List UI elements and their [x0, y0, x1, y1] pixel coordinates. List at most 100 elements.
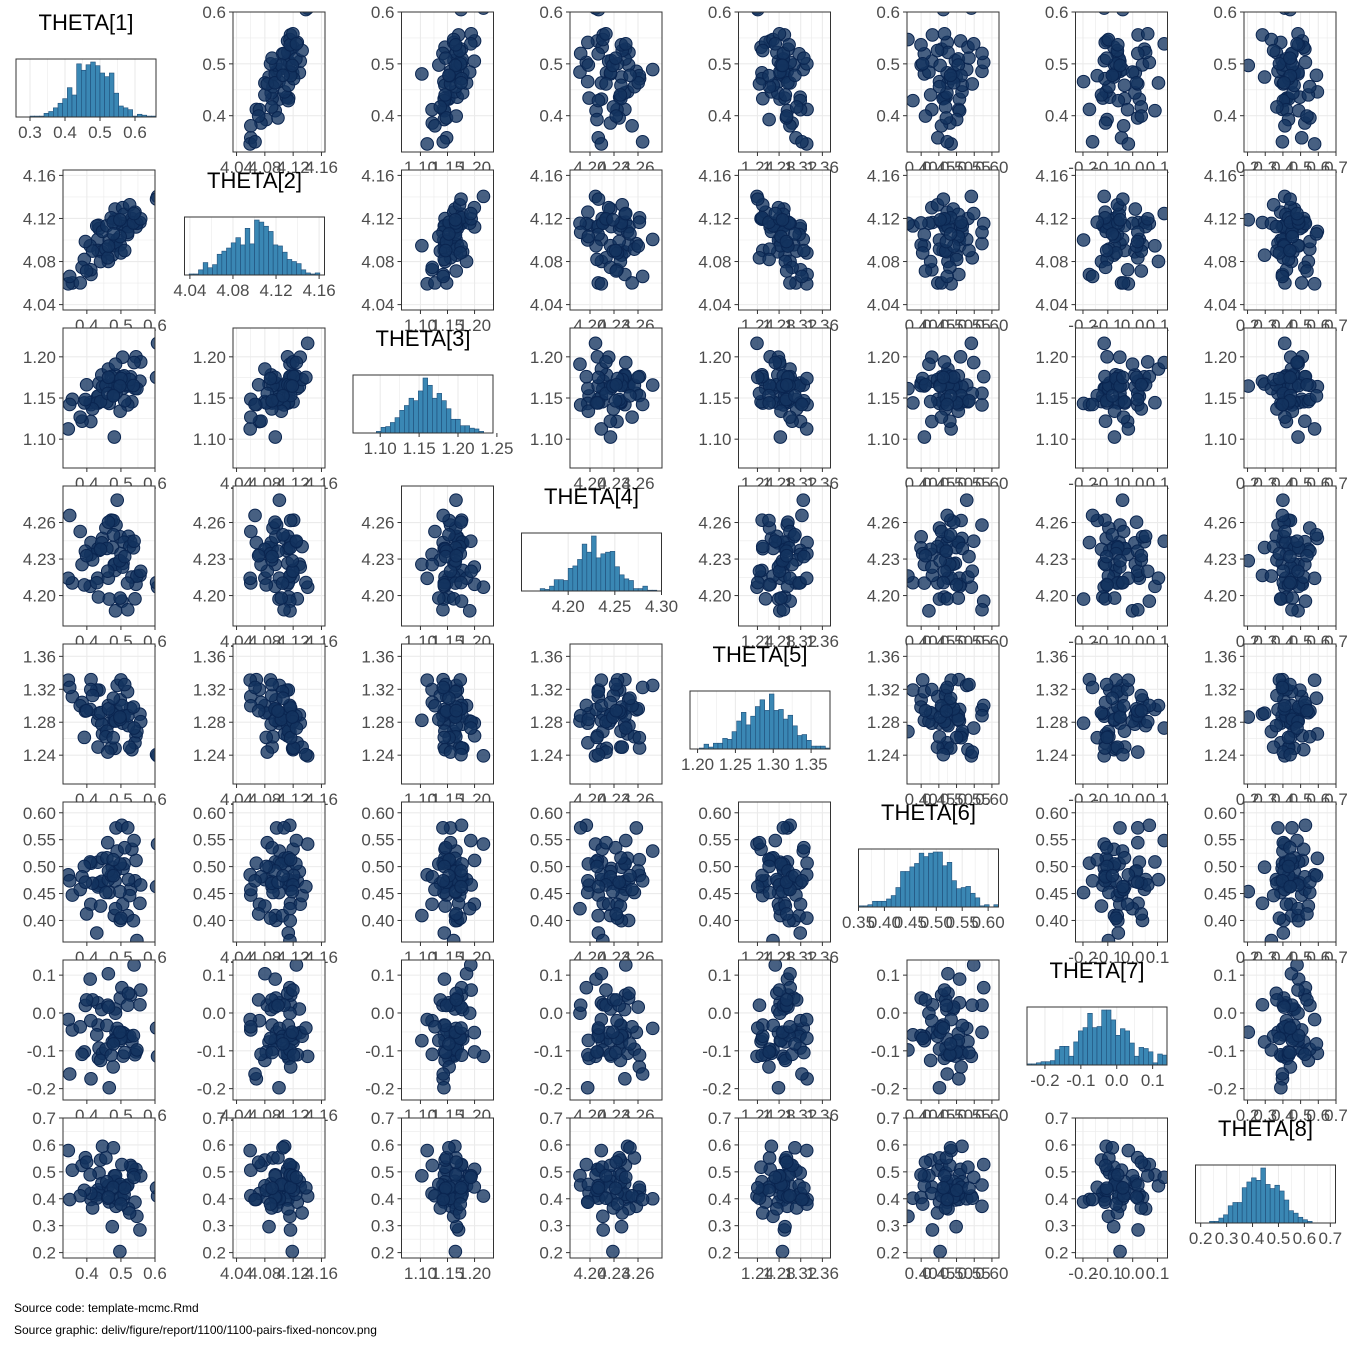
scatter-point: [953, 349, 968, 364]
scatter-point: [939, 998, 954, 1013]
scatter-point: [106, 527, 121, 542]
scatter-point: [101, 370, 116, 385]
hist-bar: [1073, 1041, 1079, 1066]
hist-bar: [53, 107, 59, 118]
points: [415, 672, 491, 763]
scatter-point: [1105, 68, 1120, 83]
scatter-point: [932, 729, 947, 744]
scatter-point: [453, 673, 468, 687]
scatter-point: [1298, 414, 1312, 428]
scatter-point: [635, 397, 650, 412]
hist-bar: [806, 740, 812, 750]
scatter-point: [1278, 119, 1292, 133]
y-tick-label: 4.16: [23, 166, 56, 185]
scatter-point: [79, 993, 94, 1007]
hist-bar: [109, 72, 115, 118]
scatter-point: [1116, 575, 1130, 590]
y-tick-label: 4.04: [361, 296, 394, 315]
y-tick-label: 4.12: [867, 209, 900, 228]
panel-3-3: THETA[3] 1.10 1.15 1.20 1.25: [352, 326, 513, 458]
scatter-point: [775, 58, 790, 73]
scatter-point: [632, 852, 647, 867]
y-tick-label: 1.15: [1035, 389, 1068, 408]
scatter-point: [581, 1033, 596, 1048]
hist-bar: [404, 405, 410, 434]
scatter-point: [463, 37, 478, 51]
scatter-point: [591, 1021, 606, 1035]
scatter-point: [918, 109, 933, 123]
scatter-point: [768, 355, 783, 370]
scatter-point: [1279, 897, 1294, 912]
y-tick-label: 0.40: [23, 911, 56, 930]
panel-border: [232, 11, 326, 153]
y-tick-label: 0.40: [530, 911, 563, 930]
scatter-point: [83, 1168, 97, 1182]
scatter-point: [78, 875, 93, 889]
scatter-point: [1082, 102, 1097, 117]
scatter-point: [1130, 875, 1145, 889]
y-tick-label: 4.12: [361, 209, 394, 228]
scatter-point: [133, 983, 148, 997]
scatter-point: [635, 680, 650, 695]
y-tick-label: 0.1: [32, 966, 56, 985]
scatter-point: [1275, 680, 1290, 695]
hist-bar: [581, 543, 588, 592]
scatter-point: [127, 833, 141, 848]
hist-bar: [755, 706, 761, 750]
scatter-point: [915, 246, 930, 260]
x-tick-label: 1.25: [480, 439, 513, 458]
scatter-point: [795, 397, 809, 412]
scatter-point: [437, 972, 452, 986]
scatter-point: [1278, 524, 1292, 539]
hist-bar: [736, 720, 742, 750]
scatter-point: [299, 575, 313, 590]
panel-border: [906, 169, 1000, 311]
scatter-point: [63, 397, 77, 412]
hist-bar: [296, 263, 302, 276]
hist-bar: [291, 261, 297, 276]
panel-border: [1075, 11, 1168, 153]
scatter-point: [454, 1021, 468, 1035]
scatter-point: [1130, 835, 1145, 850]
scatter-point: [618, 833, 633, 848]
scatter-point: [85, 244, 100, 258]
scatter-point: [1151, 76, 1166, 90]
scatter-point: [476, 749, 491, 763]
scatter-point: [299, 1021, 313, 1035]
scatter-point: [795, 874, 809, 888]
scatter-point: [762, 1045, 776, 1059]
scatter-point: [1116, 698, 1131, 713]
y-tick-label: 1.24: [1035, 746, 1068, 765]
y-tick-label: 1.15: [1204, 389, 1237, 408]
scatter-point: [975, 518, 989, 532]
hist-bar: [76, 63, 82, 118]
scatter-point: [113, 591, 127, 605]
scatter-point: [1098, 369, 1112, 384]
scatter-point: [436, 508, 451, 523]
x-tick-label: 0.1: [1146, 948, 1170, 967]
y-tick-label: 4.26: [361, 514, 394, 533]
x-tick-label: 4.16: [303, 281, 336, 300]
y-tick-label: 4.08: [361, 253, 394, 272]
scatter-point: [918, 703, 933, 718]
y-tick-label: 0.5: [1213, 55, 1237, 74]
scatter-point: [108, 604, 123, 618]
panel-3-6: 1.101.151.200.400.450.500.550.60: [867, 327, 1008, 493]
panel-5-8: 1.241.281.321.360.20.30.40.50.60.7: [1204, 643, 1348, 809]
scatter-point: [573, 821, 588, 835]
scatter-point: [449, 907, 464, 921]
scatter-point: [1255, 896, 1270, 911]
scatter-point: [1283, 12, 1297, 17]
x-tick-label: 4.04: [220, 158, 253, 177]
scatter-point: [126, 1028, 141, 1043]
scatter-point: [1120, 102, 1135, 117]
x-tick-label: 1.10: [404, 316, 437, 335]
scatter-point: [89, 1028, 104, 1042]
scatter-point: [918, 993, 933, 1007]
scatter-point: [609, 109, 623, 123]
scatter-point: [762, 112, 776, 127]
panel-border: [62, 643, 156, 785]
hist-bar: [1143, 1048, 1149, 1066]
x-tick-label: 0.50: [940, 790, 973, 809]
scatter-point: [1307, 137, 1322, 151]
